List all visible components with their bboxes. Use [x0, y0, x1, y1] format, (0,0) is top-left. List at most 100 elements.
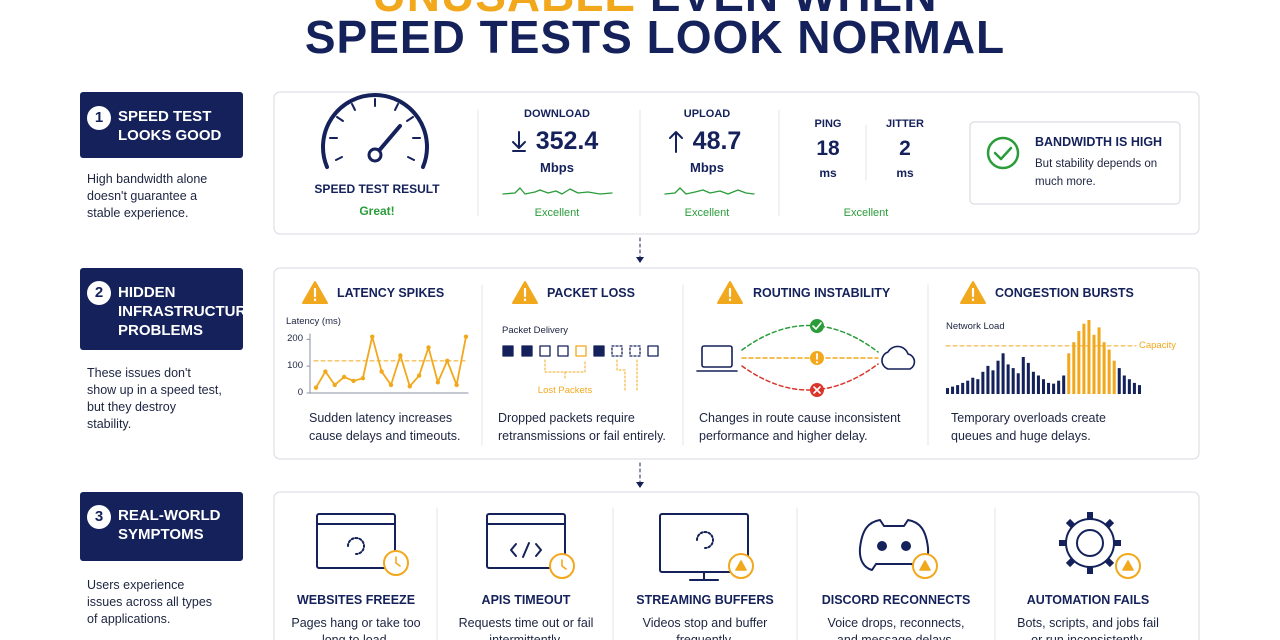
latency-point: [323, 369, 328, 374]
callout-title: BANDWIDTH IS HIGH: [1035, 135, 1163, 149]
load-bar: [1122, 375, 1126, 394]
chart-y-label: Latency (ms): [286, 316, 341, 327]
symptom-title: AUTOMATION FAILS: [1026, 593, 1150, 607]
latency-point: [435, 380, 441, 385]
load-bar: [1127, 379, 1131, 394]
issue-description: Dropped packets require retransmissions …: [498, 411, 666, 443]
ping-unit: ms: [819, 166, 837, 180]
step-description: High bandwidth alone doesn't guarantee a…: [87, 172, 208, 220]
callout-text: But stability depends on much more.: [1035, 158, 1158, 188]
latency-point: [370, 334, 375, 339]
load-bar: [1052, 383, 1056, 394]
load-bar: [1001, 353, 1005, 394]
download-unit: Mbps: [540, 160, 574, 175]
latency-point: [454, 382, 459, 388]
load-bar: [1006, 364, 1010, 394]
load-bar: [1097, 327, 1101, 394]
issue-title: CONGESTION BURSTS: [995, 286, 1134, 300]
load-bar: [1102, 342, 1106, 394]
step-box: [80, 492, 243, 561]
title-line1: UNUSABLE EVEN WHEN: [373, 0, 938, 22]
latency-line: [315, 335, 467, 389]
load-bar: [1132, 382, 1136, 394]
load-bar: [976, 379, 980, 394]
step-number: 1: [94, 109, 104, 126]
latency-point: [341, 374, 347, 380]
load-bar: [946, 388, 950, 394]
issue-title: ROUTING INSTABILITY: [753, 286, 891, 300]
latency-point: [351, 378, 356, 384]
load-bar: [1021, 357, 1025, 394]
title-highlight: UNUSABLE: [373, 0, 637, 21]
jitter-value: 2: [899, 137, 911, 160]
panel: [273, 267, 1200, 460]
symptom-description: Voice drops, reconnects, and message del…: [827, 616, 965, 640]
panel: [273, 491, 1200, 640]
load-bar: [1107, 349, 1111, 394]
load-bar: [1026, 362, 1030, 394]
load-bar: [1092, 334, 1096, 394]
issue-description: Sudden latency increases cause delays an…: [309, 411, 461, 443]
load-bar: [996, 360, 1000, 394]
load-bar: [971, 377, 975, 394]
symptom-title: WEBSITES FREEZE: [296, 593, 416, 607]
symptom-description: Requests time out or fail intermittently…: [458, 616, 594, 640]
latency-point: [407, 384, 412, 389]
symptom-description: Videos stop and buffer frequently.: [642, 616, 768, 640]
latency-point: [360, 376, 366, 381]
step-box: [80, 268, 243, 350]
ping-value: 18: [816, 137, 840, 160]
issue-title: PACKET LOSS: [547, 286, 635, 300]
latency-point: [463, 334, 469, 339]
symptom-title: DISCORD RECONNECTS: [821, 593, 971, 607]
latency-point: [445, 358, 450, 364]
load-bar: [1077, 331, 1081, 394]
diagram-note: Lost Packets: [537, 385, 593, 396]
upload-value: 48.7: [692, 127, 742, 155]
step-number: 2: [94, 284, 104, 301]
issue-description: Changes in route cause inconsistent perf…: [699, 411, 901, 443]
load-bar: [951, 386, 955, 394]
symptom-title: STREAMING BUFFERS: [636, 593, 774, 607]
load-bar: [1016, 373, 1020, 394]
load-bar: [1041, 379, 1046, 394]
step-title: SPEED TEST LOOKS GOOD: [118, 108, 222, 144]
load-bar: [1047, 382, 1051, 394]
load-bar: [1117, 368, 1121, 394]
load-bar: [1036, 375, 1040, 394]
latency-point: [416, 373, 422, 378]
latency-point: [388, 382, 394, 388]
load-bar: [956, 385, 960, 394]
step-title: REAL-WORLD SYMPTOMS: [118, 507, 221, 543]
symptom-description: Bots, scripts, and jobs fail or run inco…: [1017, 616, 1159, 640]
title-rest: EVEN WHEN: [650, 0, 938, 21]
step-title: HIDDEN INFRASTRUCTURE PROBLEMS: [118, 284, 257, 339]
load-bar: [961, 382, 965, 394]
gauge-label: SPEED TEST RESULT: [314, 182, 440, 196]
title-line2: SPEED TESTS LOOK NORMAL: [304, 11, 1006, 63]
symptom-description: Pages hang or take too long to load.: [291, 616, 421, 640]
panel: [273, 91, 1200, 235]
step-description: These issues don't show up in a speed te…: [87, 366, 222, 431]
load-bar: [1057, 380, 1061, 394]
latency-point: [398, 353, 403, 358]
load-bar: [1011, 368, 1015, 394]
jitter-label: JITTER: [886, 118, 924, 130]
capacity-label: Capacity: [1139, 339, 1176, 351]
load-bar: [1031, 371, 1035, 394]
load-bar: [1112, 360, 1116, 394]
chart-y-label: Network Load: [946, 321, 1005, 332]
load-bar: [966, 380, 970, 394]
load-bar: [991, 370, 995, 394]
gauge-status: Great!: [359, 204, 395, 218]
latency-point: [379, 369, 384, 374]
ping-jitter-rating: Excellent: [843, 207, 889, 219]
load-bar: [1087, 320, 1091, 394]
download-rating: Excellent: [534, 207, 580, 219]
step-description: Users experience issues across all types…: [87, 578, 213, 626]
diagram-label: Packet Delivery: [502, 325, 568, 336]
upload-unit: Mbps: [690, 160, 724, 175]
latency-point: [313, 385, 319, 390]
